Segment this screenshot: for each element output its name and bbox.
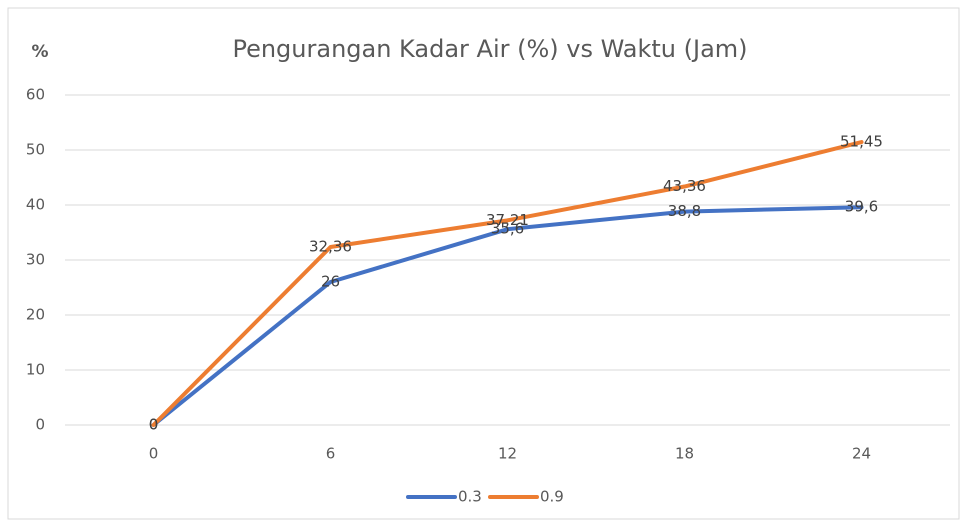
data-label: 37,21 — [486, 211, 529, 229]
y-tick-label: 60 — [26, 86, 45, 104]
x-tick-label: 12 — [498, 445, 517, 463]
x-tick-label: 0 — [149, 445, 159, 463]
y-tick-label: 40 — [26, 196, 45, 214]
series-line — [151, 205, 864, 427]
x-tick-label: 6 — [326, 445, 336, 463]
data-label: 0 — [149, 416, 159, 434]
chart-title: Pengurangan Kadar Air (%) vs Waktu (Jam) — [232, 35, 747, 63]
y-axis-label: % — [31, 42, 48, 62]
y-tick-label: 20 — [26, 306, 45, 324]
data-label: 32,36 — [309, 238, 352, 256]
x-tick-label: 18 — [675, 445, 694, 463]
data-label: 26 — [321, 273, 340, 291]
data-label: 38,8 — [668, 202, 701, 220]
y-tick-label: 50 — [26, 141, 45, 159]
legend-label: 0.3 — [458, 488, 482, 506]
data-label: 43,36 — [663, 177, 706, 195]
chart-border — [7, 7, 960, 520]
y-tick-label: 10 — [26, 361, 45, 379]
series-line — [151, 140, 864, 427]
y-tick-label: 0 — [35, 416, 45, 434]
legend-label: 0.9 — [540, 488, 564, 506]
data-label: 51,45 — [840, 133, 883, 151]
data-label: 35,6 — [491, 220, 524, 238]
y-tick-label: 30 — [26, 251, 45, 269]
data-label: 39,6 — [845, 198, 878, 216]
data-label: 0 — [149, 416, 159, 434]
x-tick-label: 24 — [852, 445, 871, 463]
